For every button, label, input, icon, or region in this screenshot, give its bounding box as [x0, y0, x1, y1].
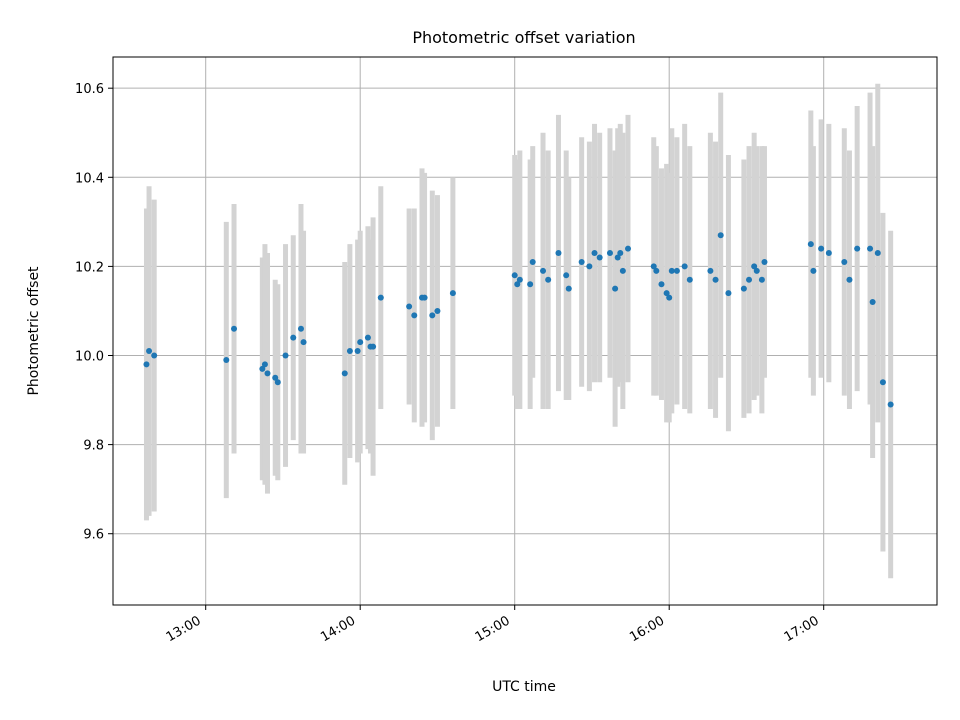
data-point [540, 267, 547, 274]
data-point [612, 285, 619, 292]
x-axis-ticks: 13:00 14:00 15:00 16:00 17:00 [164, 605, 825, 645]
data-point [846, 276, 853, 283]
data-point [625, 245, 631, 252]
data-point [516, 276, 523, 283]
data-point [264, 370, 271, 377]
data-point [681, 263, 688, 270]
data-point [668, 267, 675, 274]
data-point [578, 258, 585, 265]
data-point [527, 281, 534, 288]
error-bars [143, 83, 894, 579]
data-point [874, 250, 881, 257]
data-point [411, 312, 418, 319]
data-point [879, 379, 886, 386]
data-point [717, 232, 724, 239]
data-point [673, 267, 680, 274]
data-point [869, 299, 876, 306]
x-tick-label: 14:00 [318, 613, 358, 645]
data-point [707, 267, 714, 274]
data-point [825, 250, 832, 257]
x-axis-label: UTC time [492, 679, 556, 695]
data-point [231, 325, 238, 332]
data-point [751, 263, 758, 270]
data-point [555, 250, 562, 257]
data-point [854, 245, 861, 252]
y-tick-label: 10.6 [75, 82, 104, 97]
data-point [565, 285, 572, 292]
data-point [666, 294, 673, 301]
data-point [434, 307, 441, 314]
data-point [341, 370, 348, 377]
data-point [290, 334, 297, 341]
data-point [653, 267, 660, 274]
data-point [606, 250, 613, 257]
y-tick-label: 9.8 [83, 439, 104, 454]
plot-frame [112, 56, 938, 606]
data-point [146, 348, 153, 355]
data-point [658, 281, 665, 288]
data-point [810, 267, 817, 274]
data-point [223, 356, 230, 363]
data-point [406, 303, 413, 310]
data-point [818, 245, 825, 252]
data-point [151, 352, 158, 359]
data-point [586, 263, 593, 270]
data-points [143, 232, 894, 408]
data-point [357, 339, 364, 346]
data-point [143, 361, 150, 368]
y-tick-label: 10.2 [75, 260, 104, 275]
data-point [429, 312, 436, 319]
data-point [614, 254, 621, 261]
data-point [712, 276, 719, 283]
data-point [511, 272, 518, 279]
data-point [761, 258, 768, 265]
data-point [377, 294, 384, 301]
data-point [725, 290, 732, 297]
data-point [261, 361, 268, 368]
y-tick-label: 9.6 [83, 528, 104, 543]
data-point [740, 285, 747, 292]
data-point [300, 339, 307, 346]
x-tick-label: 16:00 [627, 613, 667, 645]
x-tick-label: 13:00 [164, 613, 204, 645]
data-point [259, 365, 266, 372]
data-point [449, 290, 456, 297]
data-point [274, 379, 281, 386]
data-point [758, 276, 765, 283]
data-point [591, 250, 598, 257]
data-point [563, 272, 570, 279]
y-axis-label: Photometric offset [26, 266, 42, 396]
data-point [364, 334, 371, 341]
data-point [867, 245, 874, 252]
data-point [650, 263, 657, 270]
data-point [887, 401, 894, 408]
x-tick-label: 17:00 [782, 613, 822, 645]
data-point [354, 348, 361, 355]
data-point [753, 267, 760, 274]
data-point [529, 258, 536, 265]
data-point [663, 290, 670, 297]
data-point [686, 276, 693, 283]
grid-lines [113, 57, 937, 605]
data-point [841, 258, 848, 265]
y-tick-label: 10.0 [75, 350, 104, 365]
x-tick-label: 15:00 [473, 613, 513, 645]
data-point [807, 241, 814, 248]
y-tick-label: 10.4 [75, 171, 104, 186]
data-point [619, 267, 626, 274]
y-axis-ticks: 9.6 9.8 10.0 10.2 10.4 10.6 [75, 82, 113, 543]
data-point [617, 250, 624, 257]
data-point [370, 343, 377, 350]
data-point [346, 348, 353, 355]
chart-title: Photometric offset variation [412, 28, 635, 47]
data-point [421, 294, 428, 301]
data-point [545, 276, 552, 283]
data-point [272, 374, 279, 381]
data-point [746, 276, 753, 283]
data-point [514, 281, 521, 288]
data-point [282, 352, 289, 359]
data-point [596, 254, 603, 261]
data-point [297, 325, 304, 332]
